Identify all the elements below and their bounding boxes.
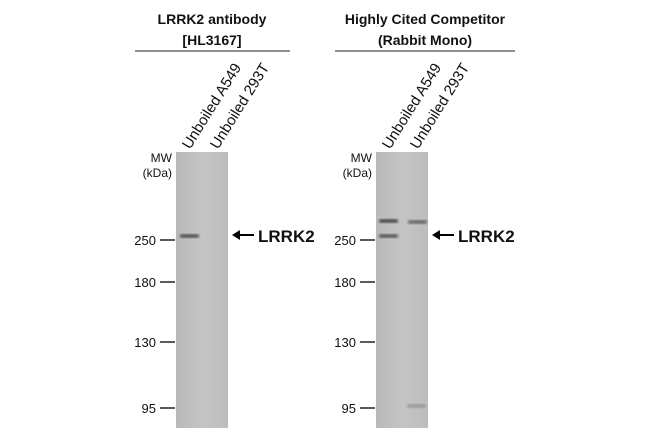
gel-strip xyxy=(176,152,228,428)
marker-label: 180 xyxy=(334,275,356,290)
panel-title: Highly Cited Competitor xyxy=(345,11,506,27)
marker-label: 95 xyxy=(342,401,356,416)
marker-label: 180 xyxy=(134,275,156,290)
mw-label: (kDa) xyxy=(143,166,172,180)
marker-label: 250 xyxy=(334,233,356,248)
marker-label: 95 xyxy=(142,401,156,416)
marker-label: 250 xyxy=(134,233,156,248)
panel-title: LRRK2 antibody xyxy=(158,11,267,27)
mw-label: (kDa) xyxy=(343,166,372,180)
mw-label: MW xyxy=(351,151,373,165)
panel-title: [HL3167] xyxy=(182,32,241,48)
marker-label: 130 xyxy=(134,335,156,350)
marker-label: 130 xyxy=(334,335,356,350)
band xyxy=(407,404,426,408)
gel-strip xyxy=(376,152,428,428)
arrow-head xyxy=(232,230,240,240)
target-label: LRRK2 xyxy=(258,227,315,246)
band xyxy=(408,220,427,224)
band xyxy=(180,234,199,238)
target-label: LRRK2 xyxy=(458,227,515,246)
band xyxy=(379,234,398,238)
panel-title: (Rabbit Mono) xyxy=(378,32,472,48)
arrow-head xyxy=(432,230,440,240)
band xyxy=(379,219,398,223)
mw-label: MW xyxy=(151,151,173,165)
